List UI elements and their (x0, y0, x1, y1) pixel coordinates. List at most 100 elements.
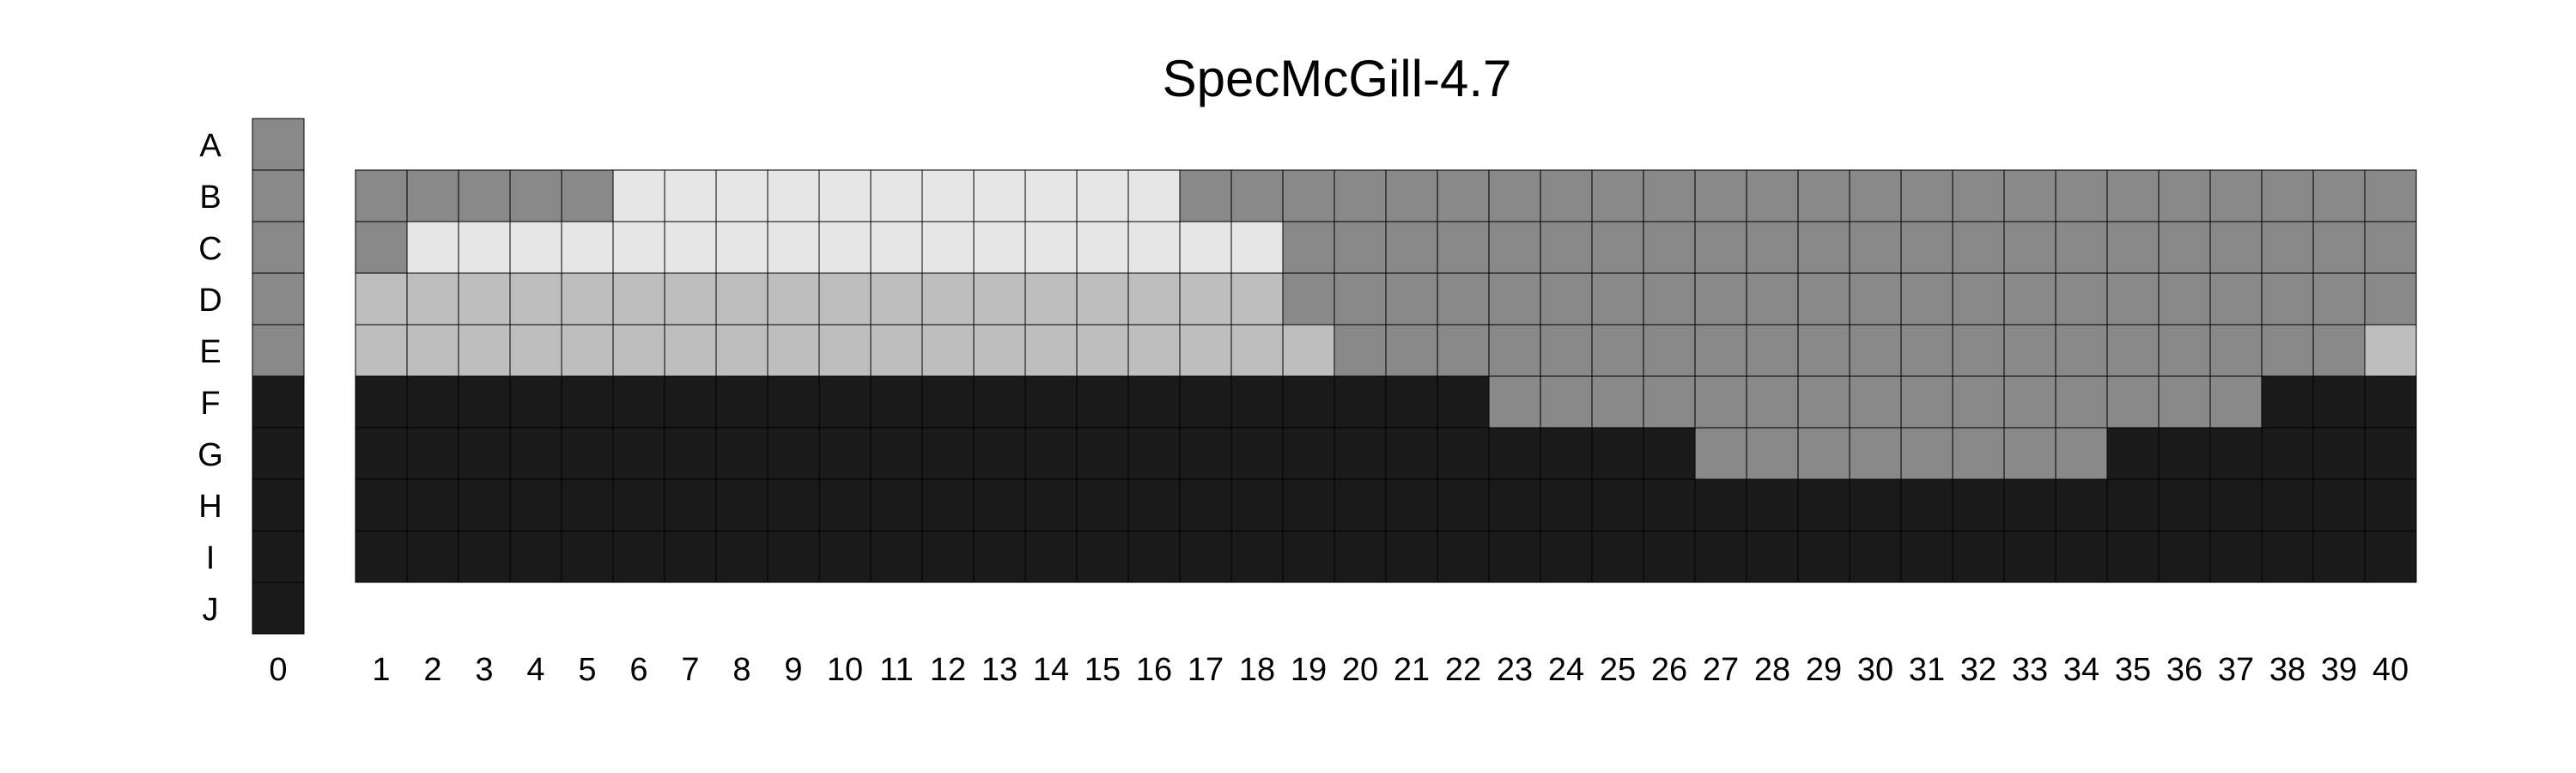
column-label-9: 9 (784, 652, 802, 688)
cell-B-18 (1230, 169, 1284, 222)
column-label-18: 18 (1239, 652, 1275, 688)
cell-I-27 (1694, 530, 1747, 583)
cell-C-24 (1540, 221, 1593, 274)
cell-D-30 (1849, 272, 1902, 326)
cell-G-16 (1127, 427, 1181, 480)
cell-F-9 (767, 375, 820, 429)
cell-E-21 (1385, 324, 1438, 377)
row-label-j: J (203, 592, 219, 628)
column-label-19: 19 (1291, 652, 1327, 688)
cell-G-26 (1643, 427, 1696, 480)
cell-C-12 (921, 221, 975, 274)
cell-C-29 (1797, 221, 1850, 274)
cell-F-18 (1230, 375, 1284, 429)
cell-E-24 (1540, 324, 1593, 377)
cell-B-1 (355, 169, 408, 222)
cell-D-5 (561, 272, 614, 326)
column-label-6: 6 (629, 652, 647, 688)
cell-I-20 (1334, 530, 1387, 583)
cell-E-25 (1591, 324, 1644, 377)
cell-E-2 (406, 324, 459, 377)
cell-D-21 (1385, 272, 1438, 326)
cell-E-22 (1437, 324, 1490, 377)
cell-E-33 (2003, 324, 2057, 377)
cell-F-25 (1591, 375, 1644, 429)
cell-E-17 (1179, 324, 1232, 377)
cell-G-8 (715, 427, 769, 480)
cell-D-4 (509, 272, 562, 326)
cell-D-12 (921, 272, 975, 326)
cell-G-6 (612, 427, 665, 480)
cell-I-11 (870, 530, 923, 583)
cell-D-16 (1127, 272, 1181, 326)
cell-C-4 (509, 221, 562, 274)
column-label-29: 29 (1806, 652, 1842, 688)
cell-D-26 (1643, 272, 1696, 326)
cell-B-38 (2261, 169, 2314, 222)
cell-G-32 (1952, 427, 2005, 480)
column-label-34: 34 (2063, 652, 2099, 688)
cell-D-40 (2364, 272, 2417, 326)
cell-H-34 (2055, 478, 2108, 532)
cell-G-4 (509, 427, 562, 480)
cell-F-28 (1746, 375, 1799, 429)
cell-C-5 (561, 221, 614, 274)
column-label-0: 0 (269, 652, 287, 688)
cell-E-39 (2312, 324, 2366, 377)
cell-E-23 (1488, 324, 1541, 377)
cell-I-28 (1746, 530, 1799, 583)
cell-B-7 (664, 169, 717, 222)
cell-D-10 (818, 272, 872, 326)
cell-E-37 (2209, 324, 2263, 377)
cell-F-4 (509, 375, 562, 429)
cell-E-29 (1797, 324, 1850, 377)
cell-F-35 (2106, 375, 2160, 429)
cell-E-34 (2055, 324, 2108, 377)
column-label-20: 20 (1342, 652, 1378, 688)
cell-C-10 (818, 221, 872, 274)
cell-C-31 (1900, 221, 1953, 274)
cell-H-1 (355, 478, 408, 532)
cell-B-23 (1488, 169, 1541, 222)
column-label-4: 4 (526, 652, 544, 688)
cell-B-13 (973, 169, 1026, 222)
cell-B-33 (2003, 169, 2057, 222)
cell-E-5 (561, 324, 614, 377)
cell-B-3 (458, 169, 511, 222)
cell-C-23 (1488, 221, 1541, 274)
cell-F-10 (818, 375, 872, 429)
cell-E-3 (458, 324, 511, 377)
cell-E-28 (1746, 324, 1799, 377)
cell-H-10 (818, 478, 872, 532)
column-label-13: 13 (981, 652, 1018, 688)
cell-H-38 (2261, 478, 2314, 532)
cell-D-19 (1282, 272, 1335, 326)
cell-F-31 (1900, 375, 1953, 429)
cell-H-5 (561, 478, 614, 532)
column-label-5: 5 (578, 652, 596, 688)
cell-F-26 (1643, 375, 1696, 429)
cell-B-17 (1179, 169, 1232, 222)
cell-F-7 (664, 375, 717, 429)
cell-G-17 (1179, 427, 1232, 480)
cell-D-18 (1230, 272, 1284, 326)
cell-I-0 (252, 530, 305, 583)
cell-B-32 (1952, 169, 2005, 222)
cell-I-18 (1230, 530, 1284, 583)
cell-G-25 (1591, 427, 1644, 480)
cell-F-15 (1076, 375, 1129, 429)
cell-B-25 (1591, 169, 1644, 222)
cell-I-16 (1127, 530, 1181, 583)
cell-G-24 (1540, 427, 1593, 480)
cell-B-0 (252, 169, 305, 222)
cell-H-11 (870, 478, 923, 532)
cell-E-26 (1643, 324, 1696, 377)
cell-D-33 (2003, 272, 2057, 326)
row-label-c: C (198, 231, 222, 267)
cell-H-3 (458, 478, 511, 532)
cell-B-10 (818, 169, 872, 222)
cell-B-12 (921, 169, 975, 222)
cell-F-32 (1952, 375, 2005, 429)
cell-G-13 (973, 427, 1026, 480)
cell-C-34 (2055, 221, 2108, 274)
